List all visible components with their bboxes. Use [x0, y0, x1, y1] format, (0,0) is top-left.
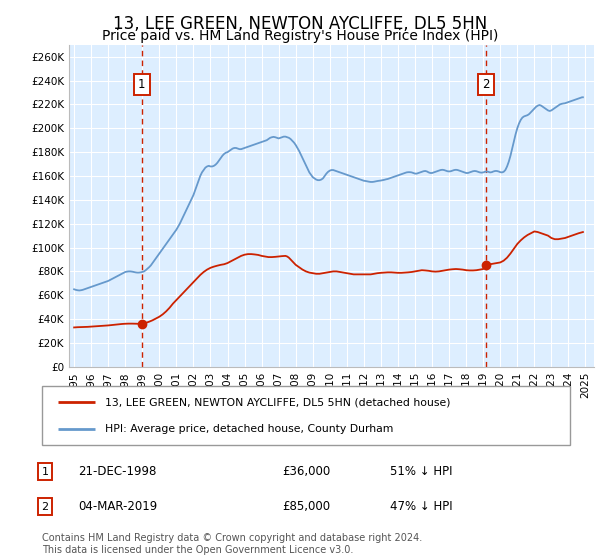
Text: 2: 2 [41, 502, 49, 512]
Text: Price paid vs. HM Land Registry's House Price Index (HPI): Price paid vs. HM Land Registry's House … [102, 29, 498, 43]
Text: 1: 1 [41, 466, 49, 477]
Text: £36,000: £36,000 [282, 465, 330, 478]
Text: 1: 1 [138, 78, 146, 91]
Text: 21-DEC-1998: 21-DEC-1998 [78, 465, 157, 478]
Text: 51% ↓ HPI: 51% ↓ HPI [390, 465, 452, 478]
Text: 13, LEE GREEN, NEWTON AYCLIFFE, DL5 5HN: 13, LEE GREEN, NEWTON AYCLIFFE, DL5 5HN [113, 15, 487, 32]
Text: £85,000: £85,000 [282, 500, 330, 514]
Text: Contains HM Land Registry data © Crown copyright and database right 2024.
This d: Contains HM Land Registry data © Crown c… [42, 533, 422, 555]
Text: 13, LEE GREEN, NEWTON AYCLIFFE, DL5 5HN (detached house): 13, LEE GREEN, NEWTON AYCLIFFE, DL5 5HN … [106, 397, 451, 407]
FancyBboxPatch shape [42, 386, 570, 445]
Text: 2: 2 [482, 78, 490, 91]
Text: 04-MAR-2019: 04-MAR-2019 [78, 500, 157, 514]
Text: HPI: Average price, detached house, County Durham: HPI: Average price, detached house, Coun… [106, 424, 394, 435]
Text: 47% ↓ HPI: 47% ↓ HPI [390, 500, 452, 514]
